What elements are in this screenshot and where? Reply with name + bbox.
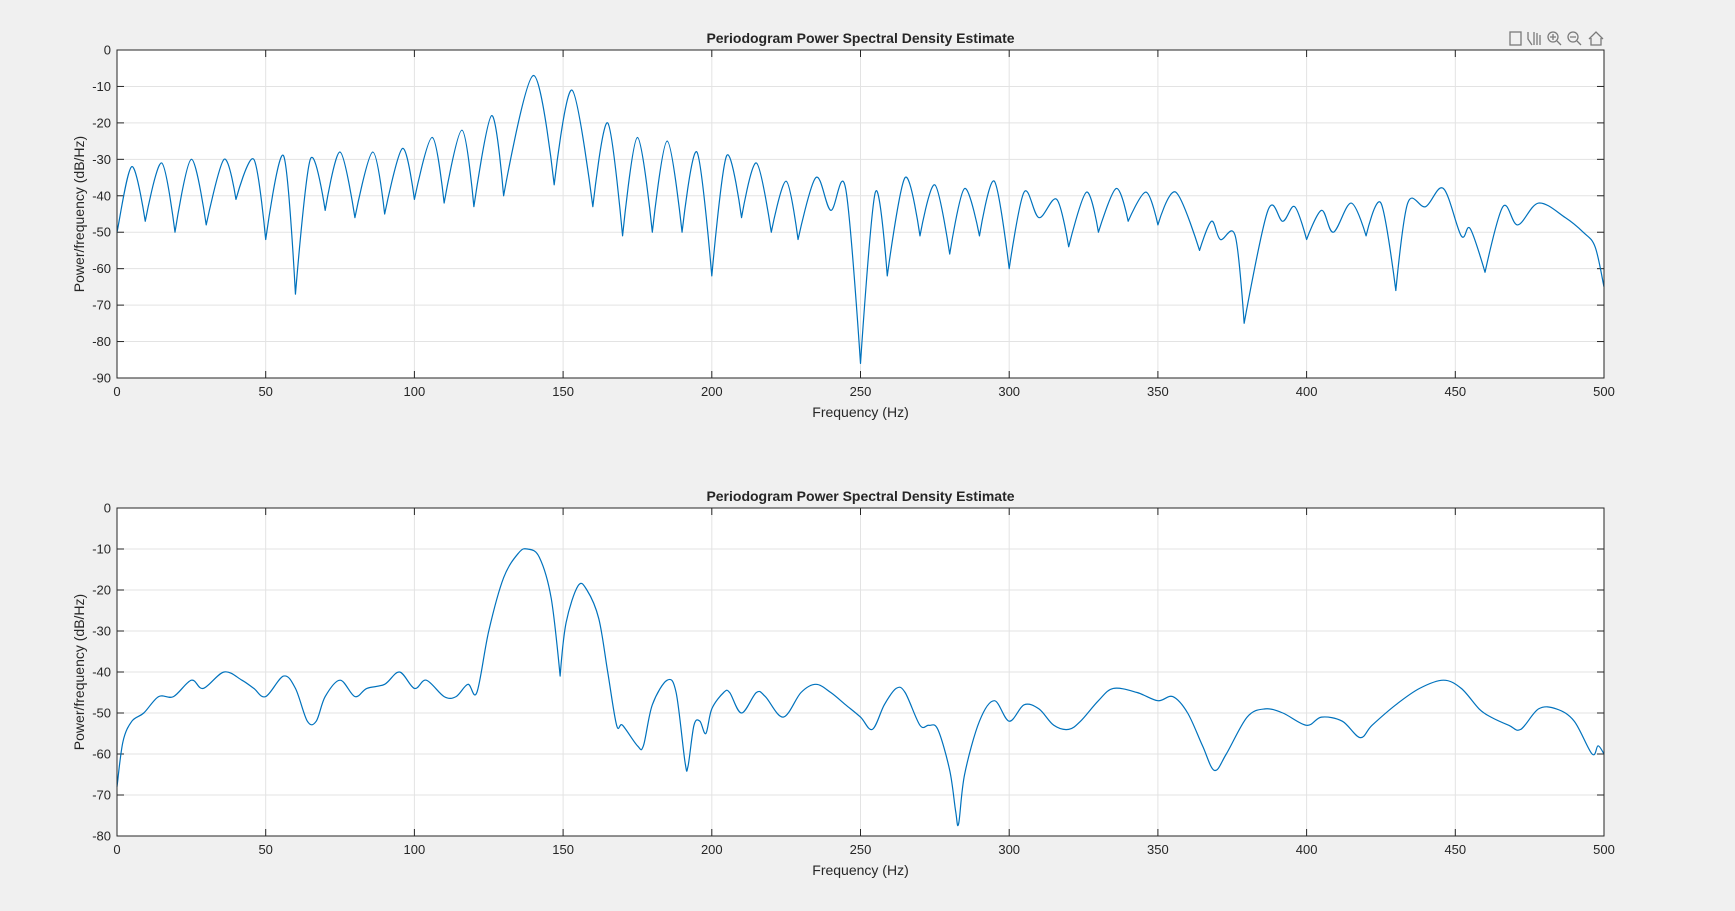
y-axis-label: Power/frequency (dB/Hz) (71, 594, 87, 750)
y-tick-label: -10 (92, 542, 111, 557)
chart-title: Periodogram Power Spectral Density Estim… (706, 488, 1014, 504)
toolbar-zoom-in-glyph (1550, 34, 1562, 46)
psd-line (116, 548, 1605, 827)
toolbar-export[interactable] (1509, 31, 1522, 46)
toolbar-home[interactable] (1588, 31, 1604, 46)
x-tick-label: 0 (113, 384, 120, 399)
x-tick-label: 0 (113, 842, 120, 857)
x-tick-label: 200 (701, 384, 723, 399)
y-tick-label: -30 (92, 624, 111, 639)
axes-frame (116, 507, 1605, 837)
toolbar-zoom-in[interactable] (1547, 31, 1559, 43)
y-tick-label: -50 (92, 225, 111, 240)
toolbar-zoom-out-glyph (1570, 36, 1582, 46)
y-tick-label: -90 (92, 371, 111, 386)
y-tick-label: -10 (92, 79, 111, 94)
x-tick-label: 400 (1296, 384, 1318, 399)
x-tick-label: 50 (258, 842, 272, 857)
y-tick-label: -50 (92, 706, 111, 721)
x-tick-label: 500 (1593, 384, 1615, 399)
x-tick-label: 50 (258, 384, 272, 399)
axes-frame (116, 49, 1605, 379)
y-tick-label: -20 (92, 583, 111, 598)
y-tick-label: -40 (92, 188, 111, 203)
x-tick-label: 250 (850, 842, 872, 857)
y-tick-label: 0 (104, 501, 111, 516)
y-tick-label: -80 (92, 334, 111, 349)
axes-toolbar (1509, 31, 1604, 46)
x-axis-label: Frequency (Hz) (812, 862, 908, 878)
x-tick-label: 100 (404, 842, 426, 857)
psd-line (116, 74, 1605, 365)
y-tick-label: -70 (92, 788, 111, 803)
x-tick-label: 300 (998, 842, 1020, 857)
x-tick-label: 150 (552, 384, 574, 399)
x-tick-label: 500 (1593, 842, 1615, 857)
y-tick-label: -40 (92, 665, 111, 680)
x-tick-label: 250 (850, 384, 872, 399)
x-tick-label: 350 (1147, 842, 1169, 857)
y-tick-label: -60 (92, 261, 111, 276)
x-axis-label: Frequency (Hz) (812, 404, 908, 420)
y-tick-label: -80 (92, 829, 111, 844)
x-tick-label: 100 (404, 384, 426, 399)
axes: 0 50 100 150 200 250 300 350 400 450 500 0 -10 -20 -30… (71, 488, 1615, 878)
y-tick-label: -30 (92, 152, 111, 167)
x-tick-label: 350 (1147, 384, 1169, 399)
y-axis-label: Power/frequency (dB/Hz) (71, 136, 87, 292)
x-tick-label: 450 (1444, 384, 1466, 399)
x-tick-label: 400 (1296, 842, 1318, 857)
toolbar-pan[interactable] (1527, 32, 1541, 46)
y-tick-label: 0 (104, 43, 111, 58)
y-tick-label: -70 (92, 298, 111, 313)
x-tick-label: 150 (552, 842, 574, 857)
x-tick-label: 450 (1444, 842, 1466, 857)
axes: 0 50 100 150 200 250 300 350 400 450 500 0 -10 -20 -30… (71, 30, 1615, 420)
chart-title: Periodogram Power Spectral Density Estim… (706, 30, 1014, 46)
toolbar-zoom-out[interactable] (1567, 31, 1579, 43)
x-tick-label: 200 (701, 842, 723, 857)
y-tick-label: -20 (92, 115, 111, 130)
y-tick-label: -60 (92, 747, 111, 762)
x-tick-label: 300 (998, 384, 1020, 399)
